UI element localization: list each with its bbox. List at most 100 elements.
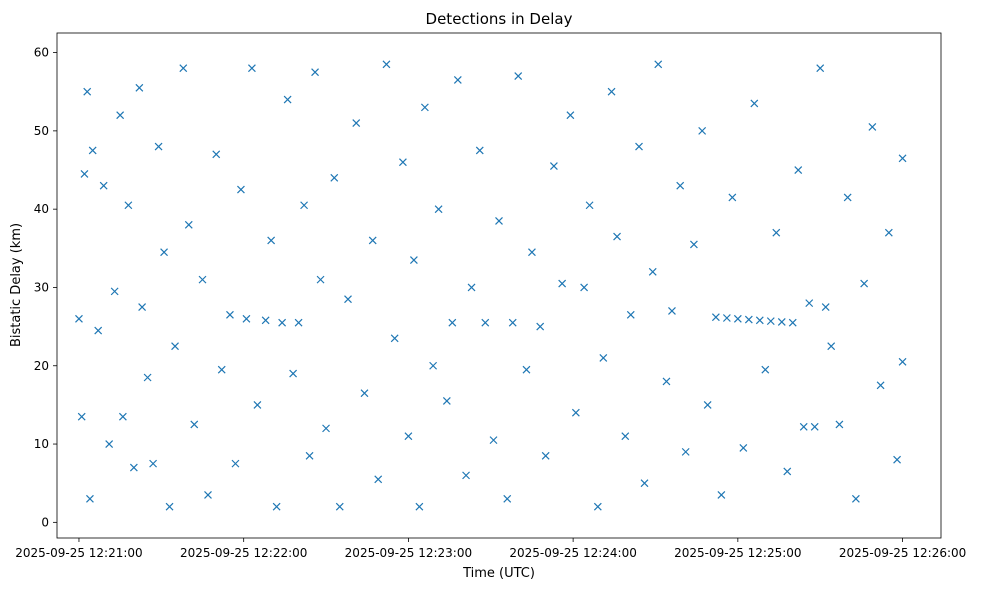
y-tick-label: 40 (34, 202, 49, 216)
data-point-marker (86, 494, 94, 503)
x-tick-label: 2025-09-25 12:24:00 (509, 546, 636, 560)
data-point-marker (374, 475, 383, 484)
data-point-marker (654, 60, 663, 69)
data-point-marker (415, 502, 424, 511)
data-point-marker (733, 314, 742, 323)
data-point-marker (116, 111, 125, 120)
data-point-marker (571, 408, 580, 417)
data-point-marker (94, 326, 103, 335)
data-point-marker (409, 256, 418, 264)
data-point-marker (278, 318, 287, 327)
x-axis-label: Time (UTC) (462, 566, 535, 581)
data-point-marker (105, 440, 114, 448)
data-point-marker (508, 318, 517, 327)
data-point-marker (242, 314, 251, 323)
data-point-marker (267, 236, 276, 245)
data-point-marker (237, 185, 245, 194)
data-point-marker (390, 334, 399, 343)
x-tick-label: 2025-09-25 12:22:00 (180, 546, 307, 560)
data-point-marker (382, 60, 391, 69)
data-point-marker (110, 287, 119, 296)
data-point-marker (755, 316, 764, 325)
data-point-marker (462, 471, 470, 480)
data-point-marker (149, 459, 158, 468)
data-point-marker (898, 357, 907, 366)
data-point-marker (360, 389, 369, 398)
data-point-marker (154, 142, 163, 151)
data-point-marker (272, 502, 281, 511)
y-tick-label: 10 (34, 437, 49, 451)
data-point-marker (580, 283, 589, 292)
data-point-marker (434, 205, 443, 214)
data-point-marker (226, 310, 234, 319)
data-point-marker (613, 232, 621, 241)
data-point-marker (143, 373, 152, 382)
data-point-marker (88, 146, 97, 155)
data-point-marker (698, 126, 707, 135)
data-point-marker (489, 436, 498, 445)
data-point-marker (429, 361, 438, 370)
data-point-marker (810, 422, 819, 431)
data-point-marker (448, 318, 457, 327)
data-point-marker (300, 201, 309, 210)
data-point-marker (777, 317, 786, 326)
data-point-marker (231, 459, 240, 468)
data-point-marker (305, 451, 314, 460)
data-point-marker (566, 111, 575, 120)
data-point-marker (330, 173, 339, 182)
data-point-marker (118, 412, 127, 421)
data-point-marker (728, 193, 737, 202)
data-point-marker (750, 99, 759, 108)
data-point-marker (481, 318, 490, 327)
y-tick-label: 60 (34, 46, 49, 60)
data-point-marker (83, 87, 92, 96)
data-point-marker (129, 463, 138, 472)
data-point-marker (635, 142, 643, 151)
data-point-marker (179, 64, 188, 73)
data-point-marker (294, 318, 303, 327)
data-point-marker (744, 315, 753, 324)
data-point-marker (322, 424, 330, 433)
data-point-marker (593, 502, 602, 511)
data-point-marker (514, 72, 523, 80)
data-point-marker (344, 295, 352, 304)
data-point-marker (648, 267, 657, 276)
data-point-marker (253, 400, 262, 409)
data-point-marker (212, 150, 221, 159)
data-point-marker (689, 240, 698, 249)
data-point-marker (420, 103, 429, 112)
y-tick-label: 20 (34, 359, 49, 373)
data-point-marker (475, 146, 484, 155)
data-point-marker (843, 193, 852, 202)
data-point-marker (467, 283, 476, 292)
data-point-marker (794, 166, 803, 174)
data-point-marker (261, 316, 270, 325)
data-point-marker (761, 365, 770, 374)
x-axis-ticks: 2025-09-25 12:21:00 2025-09-25 12:22:00 20… (15, 538, 966, 560)
data-point-marker (722, 314, 731, 322)
data-point-marker (549, 162, 558, 171)
plot-area-frame (56, 32, 942, 539)
data-point-marker (558, 279, 567, 288)
data-point-marker (442, 397, 451, 405)
data-point-marker (368, 236, 377, 245)
data-point-marker (860, 279, 869, 288)
data-point-marker (821, 303, 830, 311)
data-point-marker (352, 119, 361, 127)
data-point-marker (585, 201, 594, 210)
data-point-marker (668, 307, 676, 315)
scatter-points (75, 60, 907, 511)
data-point-marker (676, 181, 685, 190)
data-point-marker (626, 310, 635, 319)
data-point-marker (541, 451, 550, 460)
data-point-marker (717, 491, 726, 499)
data-point-marker (138, 303, 147, 311)
data-point-marker (893, 455, 901, 464)
data-point-marker (884, 228, 893, 237)
data-point-marker (495, 216, 503, 225)
data-point-marker (835, 420, 844, 429)
y-axis-label: Bistatic Delay (km) (9, 223, 24, 347)
x-tick-label: 2025-09-25 12:25:00 (674, 546, 801, 560)
data-point-marker (335, 502, 344, 511)
